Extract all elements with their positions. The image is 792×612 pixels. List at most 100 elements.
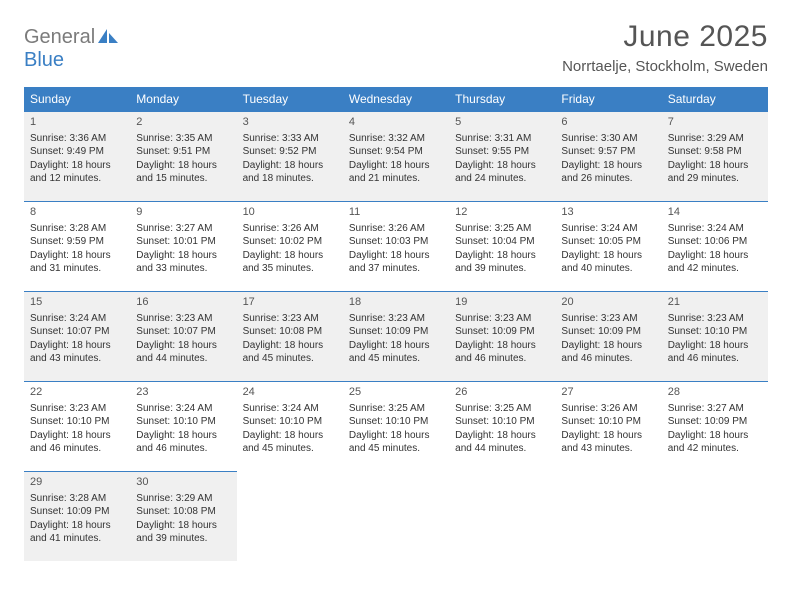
day-number: 25 [349, 385, 443, 400]
daylight-line: Daylight: 18 hours and 45 minutes. [349, 429, 443, 456]
day-number: 19 [455, 295, 549, 310]
sunset-line: Sunset: 10:09 PM [455, 325, 549, 339]
day-number: 2 [136, 115, 230, 130]
sunset-line: Sunset: 9:58 PM [668, 145, 762, 159]
sunrise-line: Sunrise: 3:25 AM [349, 402, 443, 416]
sunrise-line: Sunrise: 3:24 AM [243, 402, 337, 416]
sunrise-line: Sunrise: 3:36 AM [30, 132, 124, 146]
calendar-day-cell: 3Sunrise: 3:33 AMSunset: 9:52 PMDaylight… [237, 111, 343, 201]
sunrise-line: Sunrise: 3:24 AM [30, 312, 124, 326]
sunset-line: Sunset: 10:09 PM [561, 325, 655, 339]
sunset-line: Sunset: 9:57 PM [561, 145, 655, 159]
sunrise-line: Sunrise: 3:32 AM [349, 132, 443, 146]
sunrise-line: Sunrise: 3:27 AM [136, 222, 230, 236]
daylight-line: Daylight: 18 hours and 43 minutes. [30, 339, 124, 366]
calendar-day-cell: 21 Sunrise: 3:23 AMSunset: 10:10 PMDaylig… [662, 291, 768, 381]
calendar: Sunday Monday Tuesday Wednesday Thursday… [24, 87, 768, 561]
month-title: June 2025 [562, 20, 768, 54]
logo: General Blue [24, 20, 119, 72]
daylight-line: Daylight: 18 hours and 39 minutes. [455, 249, 549, 276]
daylight-line: Daylight: 18 hours and 46 minutes. [30, 429, 124, 456]
calendar-day-cell: 13Sunrise: 3:24 AMSunset: 10:05 PMDaylig… [555, 201, 661, 291]
daylight-line: Daylight: 18 hours and 46 minutes. [136, 429, 230, 456]
sunset-line: Sunset: 10:08 PM [243, 325, 337, 339]
day-number: 9 [136, 205, 230, 220]
calendar-day-cell: 22Sunrise: 3:23 AMSunset: 10:10 PMDaylig… [24, 381, 130, 471]
daylight-line: Daylight: 18 hours and 35 minutes. [243, 249, 337, 276]
sunrise-line: Sunrise: 3:23 AM [455, 312, 549, 326]
daylight-line: Daylight: 18 hours and 26 minutes. [561, 159, 655, 186]
daylight-line: Daylight: 18 hours and 31 minutes. [30, 249, 124, 276]
calendar-day-cell: 30Sunrise: 3:29 AMSunset: 10:08 PMDaylig… [130, 471, 236, 561]
sunrise-line: Sunrise: 3:23 AM [561, 312, 655, 326]
sunset-line: Sunset: 10:10 PM [668, 325, 762, 339]
calendar-day-cell: 16Sunrise: 3:23 AMSunset: 10:07 PMDaylig… [130, 291, 236, 381]
sunrise-line: Sunrise: 3:23 AM [243, 312, 337, 326]
daylight-line: Daylight: 18 hours and 41 minutes. [30, 519, 124, 546]
sunrise-line: Sunrise: 3:26 AM [243, 222, 337, 236]
sunset-line: Sunset: 10:06 PM [668, 235, 762, 249]
daylight-line: Daylight: 18 hours and 15 minutes. [136, 159, 230, 186]
daylight-line: Daylight: 18 hours and 42 minutes. [668, 429, 762, 456]
calendar-day-cell: 6Sunrise: 3:30 AMSunset: 9:57 PMDaylight… [555, 111, 661, 201]
calendar-day-cell: 18Sunrise: 3:23 AMSunset: 10:09 PMDaylig… [343, 291, 449, 381]
sunset-line: Sunset: 10:03 PM [349, 235, 443, 249]
day-number: 15 [30, 295, 124, 310]
logo-text-blue: Blue [24, 49, 64, 71]
daylight-line: Daylight: 18 hours and 45 minutes. [349, 339, 443, 366]
calendar-day-cell: 23Sunrise: 3:24 AMSunset: 10:10 PMDaylig… [130, 381, 236, 471]
calendar-day-cell: 11Sunrise: 3:26 AMSunset: 10:03 PMDaylig… [343, 201, 449, 291]
sunset-line: Sunset: 10:10 PM [455, 415, 549, 429]
sunrise-line: Sunrise: 3:25 AM [455, 222, 549, 236]
calendar-day-cell: 19 Sunrise: 3:23 AMSunset: 10:09 PMDaylig… [449, 291, 555, 381]
calendar-body: 1Sunrise: 3:36 AMSunset: 9:49 PMDaylight… [24, 111, 768, 561]
calendar-empty-cell [555, 471, 661, 561]
day-number: 10 [243, 205, 337, 220]
daylight-line: Daylight: 18 hours and 29 minutes. [668, 159, 762, 186]
day-number: 13 [561, 205, 655, 220]
logo-text-general: General [24, 26, 95, 48]
day-number: 16 [136, 295, 230, 310]
sunset-line: Sunset: 10:10 PM [136, 415, 230, 429]
day-number: 12 [455, 205, 549, 220]
day-number: 4 [349, 115, 443, 130]
calendar-day-cell: 12Sunrise: 3:25 AMSunset: 10:04 PMDaylig… [449, 201, 555, 291]
sunrise-line: Sunrise: 3:23 AM [668, 312, 762, 326]
sunset-line: Sunset: 10:07 PM [136, 325, 230, 339]
calendar-day-cell: 25Sunrise: 3:25 AMSunset: 10:10 PMDaylig… [343, 381, 449, 471]
day-number: 21 [668, 295, 762, 310]
daylight-line: Daylight: 18 hours and 46 minutes. [668, 339, 762, 366]
calendar-day-cell: 28Sunrise: 3:27 AMSunset: 10:09 PMDaylig… [662, 381, 768, 471]
sunset-line: Sunset: 9:52 PM [243, 145, 337, 159]
day-number: 24 [243, 385, 337, 400]
sunset-line: Sunset: 10:10 PM [561, 415, 655, 429]
sunset-line: Sunset: 10:07 PM [30, 325, 124, 339]
calendar-day-cell: 14Sunrise: 3:24 AMSunset: 10:06 PMDaylig… [662, 201, 768, 291]
day-number: 5 [455, 115, 549, 130]
calendar-empty-cell [662, 471, 768, 561]
calendar-day-cell: 17Sunrise: 3:23 AMSunset: 10:08 PMDaylig… [237, 291, 343, 381]
sunrise-line: Sunrise: 3:24 AM [668, 222, 762, 236]
daylight-line: Daylight: 18 hours and 46 minutes. [455, 339, 549, 366]
calendar-day-cell: 27Sunrise: 3:26 AMSunset: 10:10 PMDaylig… [555, 381, 661, 471]
sunrise-line: Sunrise: 3:25 AM [455, 402, 549, 416]
weekday-header: Saturday [662, 87, 768, 111]
day-number: 29 [30, 475, 124, 490]
weekday-header: Wednesday [343, 87, 449, 111]
sunset-line: Sunset: 9:49 PM [30, 145, 124, 159]
day-number: 26 [455, 385, 549, 400]
daylight-line: Daylight: 18 hours and 45 minutes. [243, 339, 337, 366]
logo-text: General Blue [24, 26, 119, 72]
daylight-line: Daylight: 18 hours and 21 minutes. [349, 159, 443, 186]
title-block: June 2025 Norrtaelje, Stockholm, Sweden [562, 20, 768, 75]
sunrise-line: Sunrise: 3:28 AM [30, 222, 124, 236]
day-number: 28 [668, 385, 762, 400]
day-number: 3 [243, 115, 337, 130]
day-number: 30 [136, 475, 230, 490]
location: Norrtaelje, Stockholm, Sweden [562, 58, 768, 75]
sunset-line: Sunset: 10:08 PM [136, 505, 230, 519]
weekday-header: Tuesday [237, 87, 343, 111]
calendar-day-cell: 9Sunrise: 3:27 AMSunset: 10:01 PMDayligh… [130, 201, 236, 291]
sunrise-line: Sunrise: 3:31 AM [455, 132, 549, 146]
sunset-line: Sunset: 10:01 PM [136, 235, 230, 249]
